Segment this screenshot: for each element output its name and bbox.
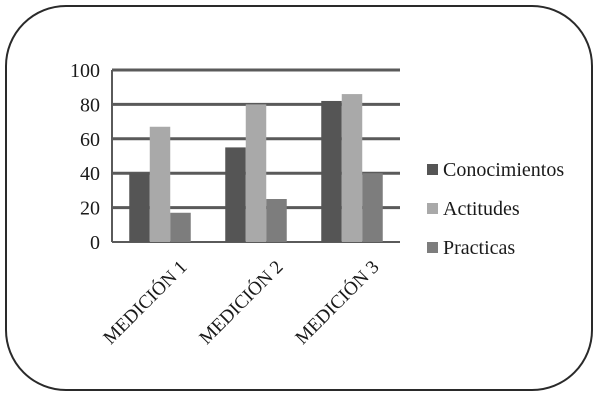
bar-actitudes-3: [341, 94, 363, 242]
legend-label-conocimientos: Conocimientos: [443, 159, 564, 181]
legend-swatch-actitudes: [427, 203, 438, 214]
legend: Conocimientos Actitudes Practicas: [427, 159, 564, 259]
y-tick-label: 40: [80, 163, 100, 185]
bar-practicas-3: [362, 173, 383, 242]
legend-label-practicas: Practicas: [443, 237, 515, 259]
legend-label-actitudes: Actitudes: [443, 198, 520, 220]
bar-practicas-2: [266, 199, 287, 242]
bar-actitudes-2: [245, 104, 267, 243]
bar-conocimientos-3: [321, 100, 342, 243]
y-tick-label: 0: [90, 232, 100, 254]
bar-practicas-1: [170, 212, 191, 242]
chart-border: [5, 5, 593, 391]
bar-actitudes-1: [149, 126, 171, 242]
bars: [129, 94, 383, 243]
y-tick-label: 60: [80, 129, 100, 151]
bar-conocimientos-1: [129, 173, 150, 242]
legend-swatch-practicas: [427, 242, 438, 253]
y-tick-label: 80: [80, 94, 100, 116]
y-tick-label: 100: [70, 60, 100, 82]
legend-swatch-conocimientos: [427, 164, 438, 175]
bar-conocimientos-2: [225, 147, 246, 242]
y-tick-label: 20: [80, 198, 100, 220]
